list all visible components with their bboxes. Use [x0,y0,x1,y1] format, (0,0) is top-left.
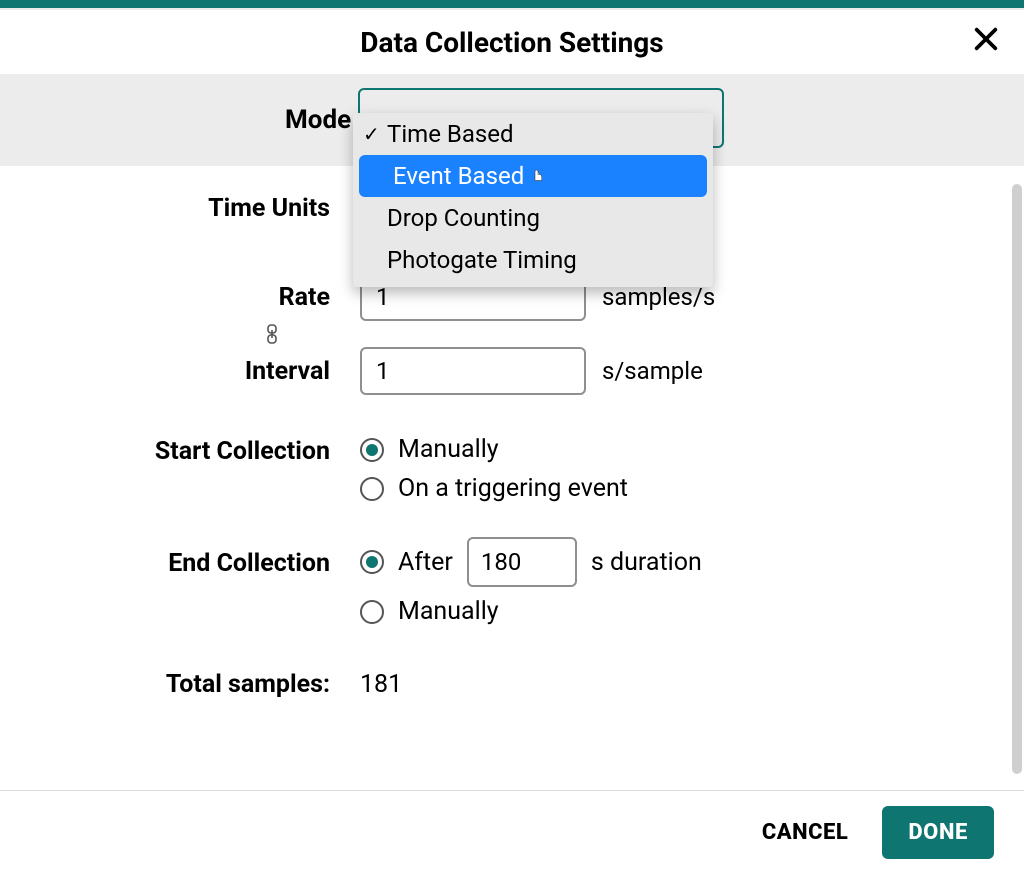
start-collection-group: Manually On a triggering event [360,435,628,503]
radio-label: Manually [398,435,499,464]
start-collection-label: Start Collection [40,435,360,466]
radio-icon [360,550,384,574]
after-suffix: s duration [591,548,702,577]
mode-option-label: Time Based [387,120,514,148]
interval-label: Interval [40,357,360,386]
mode-option-label: Photogate Timing [387,246,577,274]
radio-icon [360,438,384,462]
radio-icon [360,477,384,501]
interval-input[interactable] [360,347,586,395]
mode-option-label: Event Based [393,162,524,190]
start-triggering-option[interactable]: On a triggering event [360,474,628,503]
rate-suffix: samples/s [602,283,715,311]
cursor-icon [529,167,547,185]
mode-dropdown-menu: Time Based Event Based Drop Counting Pho… [353,113,713,287]
end-manually-option[interactable]: Manually [360,597,702,626]
dialog-footer: CANCEL DONE [0,790,1024,874]
end-after-input[interactable] [467,537,577,587]
mode-option-time-based[interactable]: Time Based [353,113,713,155]
radio-label: Manually [398,597,499,626]
mode-option-drop-counting[interactable]: Drop Counting [353,197,713,239]
data-collection-settings-dialog: Data Collection Settings Mode Time Based… [0,8,1024,874]
interval-suffix: s/sample [602,357,703,385]
start-collection-row: Start Collection Manually On a triggerin… [40,435,970,503]
time-units-label: Time Units [40,194,360,223]
mode-option-label: Drop Counting [387,204,540,232]
interval-row: Interval s/sample [40,347,970,395]
total-samples-row: Total samples: 181 [40,670,970,699]
end-after-option[interactable]: After s duration [360,537,702,587]
start-manually-option[interactable]: Manually [360,435,628,464]
cancel-button[interactable]: CANCEL [756,810,854,855]
radio-label: On a triggering event [398,474,628,503]
radio-icon [360,600,384,624]
end-collection-row: End Collection After s duration Manually [40,537,970,626]
mode-option-photogate-timing[interactable]: Photogate Timing [353,239,713,281]
rate-label: Rate [40,283,360,312]
close-icon [972,25,1000,53]
scrollbar[interactable] [1012,184,1022,774]
link-icon[interactable] [264,324,280,344]
link-icon-wrap [40,323,360,345]
close-button[interactable] [962,21,1010,63]
total-samples-label: Total samples: [40,670,360,699]
dialog-title: Data Collection Settings [360,26,663,59]
mode-option-event-based[interactable]: Event Based [359,155,707,197]
end-collection-label: End Collection [40,537,360,578]
end-collection-group: After s duration Manually [360,537,702,626]
total-samples-value: 181 [360,670,402,699]
after-prefix: After [398,548,453,577]
mode-label: Mode [285,105,351,135]
dialog-header: Data Collection Settings [0,10,1024,74]
done-button[interactable]: DONE [882,806,994,859]
